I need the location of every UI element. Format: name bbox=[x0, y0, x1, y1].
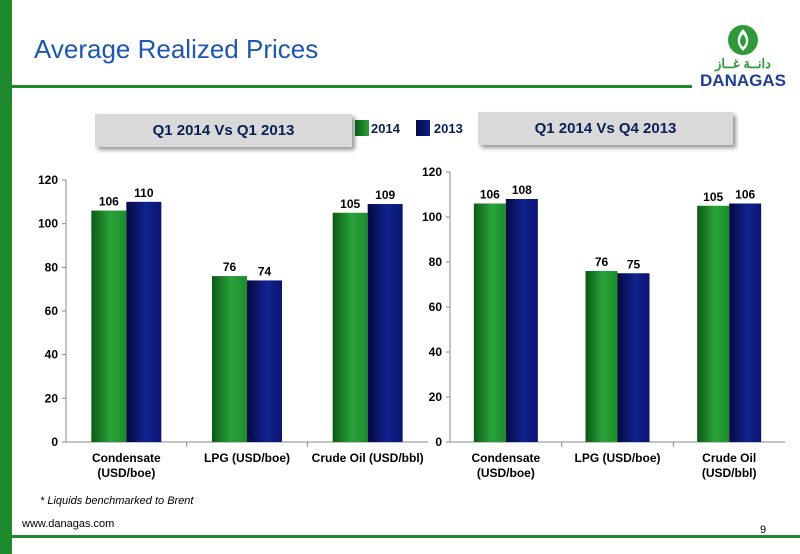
logo-arabic-text: دانــة غــاز bbox=[714, 56, 771, 72]
bar-q1-2014-crude-oil-usd-bbl bbox=[697, 205, 730, 442]
bar-2013-condensate-usd-boe bbox=[126, 201, 162, 442]
data-label-q4-2013-condensate-usd-boe: 108 bbox=[512, 183, 532, 197]
category-label-line: (USD/bbl) bbox=[702, 466, 757, 480]
legend-label-2013: 2013 bbox=[433, 120, 463, 136]
chart-header-q1-vs-q4: Q1 2014 Vs Q4 2013 bbox=[478, 112, 733, 145]
category-label-line: Crude Oil (USD/bbl) bbox=[312, 451, 424, 465]
left-accent-stripe bbox=[0, 0, 12, 554]
category-label-line: (USD/boe) bbox=[477, 466, 535, 480]
bar-2014-condensate-usd-boe bbox=[91, 210, 127, 442]
bar-q4-2013-crude-oil-usd-bbl bbox=[729, 203, 762, 442]
y-tick-label-0: 0 bbox=[51, 435, 58, 449]
legend-swatch-2014 bbox=[355, 120, 369, 136]
legend-swatch-2013 bbox=[415, 120, 430, 136]
data-label-2014-lpg-usd-boe: 76 bbox=[223, 260, 237, 274]
page-number: 9 bbox=[760, 524, 767, 536]
category-label-line: (USD/boe) bbox=[97, 466, 155, 480]
bar-q4-2013-condensate-usd-boe bbox=[505, 199, 538, 442]
category-label-line: Condensate bbox=[471, 451, 540, 465]
logo-latin-text: DANAGAS bbox=[700, 71, 786, 90]
y-tick-label-20: 20 bbox=[45, 391, 59, 405]
legend: 2014 2013 bbox=[355, 120, 463, 136]
chart-header-q1-vs-q1: Q1 2014 Vs Q1 2013 bbox=[95, 114, 352, 147]
category-label-condensate-usd-boe: Condensate (USD/boe) bbox=[471, 451, 540, 480]
category-label-line: LPG (USD/boe) bbox=[204, 451, 290, 465]
y-tick-label-20: 20 bbox=[429, 390, 443, 404]
data-label-2013-crude-oil-usd-bbl: 109 bbox=[375, 188, 395, 202]
page-title: Average Realized Prices bbox=[34, 34, 319, 64]
category-label-crude-oil-usd-bbl: Crude Oil (USD/bbl) bbox=[702, 451, 757, 480]
bar-2014-lpg-usd-boe bbox=[212, 276, 247, 442]
data-label-2013-lpg-usd-boe: 74 bbox=[258, 264, 272, 278]
website-link[interactable]: www.danagas.com bbox=[22, 518, 115, 530]
data-label-q1-2014-crude-oil-usd-bbl: 105 bbox=[703, 190, 723, 204]
flame-drop-logo-icon: دانــة غــاز DANAGAS bbox=[700, 25, 786, 90]
y-tick-label-60: 60 bbox=[429, 300, 443, 314]
chart-header-label: Q1 2014 Vs Q1 2013 bbox=[152, 122, 295, 139]
bar-q1-2014-lpg-usd-boe bbox=[585, 271, 618, 442]
category-label-lpg-usd-boe: LPG (USD/boe) bbox=[204, 451, 290, 465]
title-divider bbox=[12, 85, 692, 88]
category-label-condensate-usd-boe: Condensate (USD/boe) bbox=[92, 451, 161, 480]
legend-label-2014: 2014 bbox=[371, 120, 400, 136]
y-tick-label-120: 120 bbox=[422, 165, 442, 179]
chart-q1-vs-q4: 0 20 40 60 80 100 120 106 108 Condensate (USD/boe)… bbox=[422, 165, 785, 480]
data-label-2014-crude-oil-usd-bbl: 105 bbox=[340, 197, 360, 211]
data-label-q4-2013-lpg-usd-boe: 75 bbox=[627, 257, 641, 271]
company-logo: دانــة غــاز DANAGAS bbox=[693, 20, 793, 92]
y-tick-label-40: 40 bbox=[429, 345, 443, 359]
bar-2014-crude-oil-usd-bbl bbox=[332, 212, 368, 442]
footnote: * Liquids benchmarked to Brent bbox=[40, 495, 194, 507]
chart-q1-vs-q1: 0 20 40 60 80 100 120 106 110 Condensate (USD/boe)… bbox=[38, 173, 428, 480]
y-tick-label-100: 100 bbox=[422, 210, 442, 224]
category-label-line: Crude Oil bbox=[702, 451, 756, 465]
y-tick-label-100: 100 bbox=[38, 217, 58, 231]
bar-2013-crude-oil-usd-bbl bbox=[367, 204, 403, 442]
chart-header-label: Q1 2014 Vs Q4 2013 bbox=[534, 120, 677, 137]
data-label-2014-condensate-usd-boe: 106 bbox=[99, 195, 119, 209]
y-tick-label-40: 40 bbox=[45, 348, 59, 362]
data-label-q1-2014-condensate-usd-boe: 106 bbox=[480, 188, 500, 202]
bar-q4-2013-lpg-usd-boe bbox=[617, 273, 650, 442]
y-tick-label-60: 60 bbox=[45, 304, 59, 318]
bar-2013-lpg-usd-boe bbox=[247, 280, 282, 442]
y-tick-label-80: 80 bbox=[429, 255, 443, 269]
category-label-line: Condensate bbox=[92, 451, 161, 465]
data-label-q1-2014-lpg-usd-boe: 76 bbox=[595, 255, 609, 269]
bottom-divider bbox=[12, 535, 800, 538]
category-label-crude-oil-usd-bbl: Crude Oil (USD/bbl) bbox=[312, 451, 424, 465]
y-tick-label-0: 0 bbox=[435, 435, 442, 449]
data-label-2013-condensate-usd-boe: 110 bbox=[134, 186, 154, 200]
bar-q1-2014-condensate-usd-boe bbox=[473, 203, 506, 442]
data-label-q4-2013-crude-oil-usd-bbl: 106 bbox=[735, 188, 755, 202]
y-tick-label-80: 80 bbox=[45, 260, 59, 274]
y-tick-label-120: 120 bbox=[38, 173, 58, 187]
category-label-line: LPG (USD/boe) bbox=[575, 451, 661, 465]
category-label-lpg-usd-boe: LPG (USD/boe) bbox=[575, 451, 661, 465]
